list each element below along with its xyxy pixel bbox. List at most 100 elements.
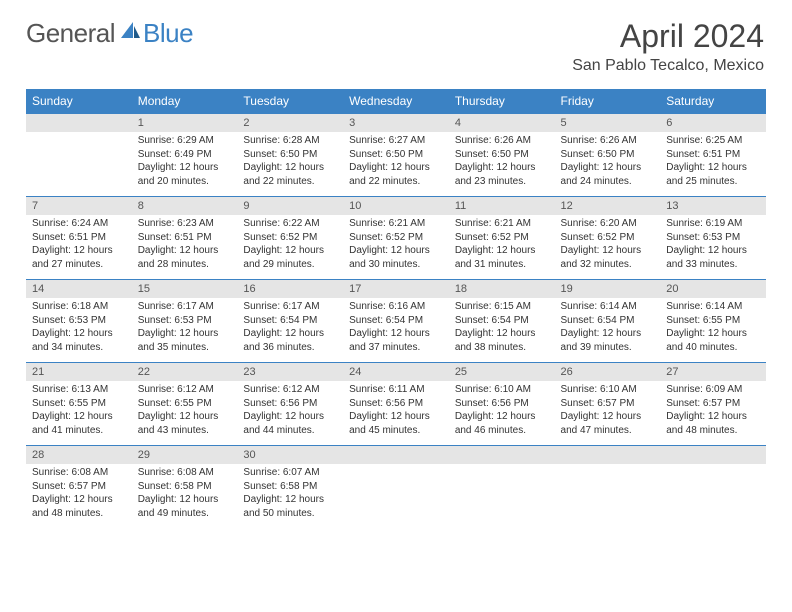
sunrise-line: Sunrise: 6:09 AM (666, 383, 760, 397)
detail-row: Sunrise: 6:18 AMSunset: 6:53 PMDaylight:… (26, 298, 766, 363)
day-cell: Sunrise: 6:17 AMSunset: 6:53 PMDaylight:… (132, 298, 238, 363)
sunrise-line: Sunrise: 6:25 AM (666, 134, 760, 148)
dayhead-wed: Wednesday (343, 89, 449, 114)
daylight-line: Daylight: 12 hours and 30 minutes. (349, 244, 443, 271)
day-cell (449, 464, 555, 528)
day-cell: Sunrise: 6:20 AMSunset: 6:52 PMDaylight:… (555, 215, 661, 280)
sunrise-line: Sunrise: 6:12 AM (138, 383, 232, 397)
sunrise-line: Sunrise: 6:21 AM (349, 217, 443, 231)
day-number: 2 (237, 114, 343, 133)
day-cell: Sunrise: 6:08 AMSunset: 6:57 PMDaylight:… (26, 464, 132, 528)
day-number: 26 (555, 363, 661, 382)
day-number: 3 (343, 114, 449, 133)
sunset-line: Sunset: 6:52 PM (455, 231, 549, 245)
day-cell: Sunrise: 6:14 AMSunset: 6:54 PMDaylight:… (555, 298, 661, 363)
day-number: 25 (449, 363, 555, 382)
sunset-line: Sunset: 6:50 PM (243, 148, 337, 162)
sunrise-line: Sunrise: 6:21 AM (455, 217, 549, 231)
day-number: 27 (660, 363, 766, 382)
day-cell: Sunrise: 6:25 AMSunset: 6:51 PMDaylight:… (660, 132, 766, 197)
sunrise-line: Sunrise: 6:24 AM (32, 217, 126, 231)
day-cell: Sunrise: 6:27 AMSunset: 6:50 PMDaylight:… (343, 132, 449, 197)
sunrise-line: Sunrise: 6:20 AM (561, 217, 655, 231)
day-number: 29 (132, 446, 238, 465)
daylight-line: Daylight: 12 hours and 20 minutes. (138, 161, 232, 188)
daylight-line: Daylight: 12 hours and 41 minutes. (32, 410, 126, 437)
logo: General Blue (26, 18, 193, 49)
sunset-line: Sunset: 6:53 PM (666, 231, 760, 245)
day-number (343, 446, 449, 465)
day-cell: Sunrise: 6:21 AMSunset: 6:52 PMDaylight:… (343, 215, 449, 280)
day-cell: Sunrise: 6:23 AMSunset: 6:51 PMDaylight:… (132, 215, 238, 280)
daylight-line: Daylight: 12 hours and 28 minutes. (138, 244, 232, 271)
day-cell: Sunrise: 6:26 AMSunset: 6:50 PMDaylight:… (449, 132, 555, 197)
day-number: 19 (555, 280, 661, 299)
day-number (26, 114, 132, 133)
daylight-line: Daylight: 12 hours and 46 minutes. (455, 410, 549, 437)
day-number: 23 (237, 363, 343, 382)
day-cell: Sunrise: 6:10 AMSunset: 6:57 PMDaylight:… (555, 381, 661, 446)
dayhead-thu: Thursday (449, 89, 555, 114)
sunrise-line: Sunrise: 6:08 AM (32, 466, 126, 480)
day-cell: Sunrise: 6:18 AMSunset: 6:53 PMDaylight:… (26, 298, 132, 363)
day-number: 7 (26, 197, 132, 216)
day-cell: Sunrise: 6:13 AMSunset: 6:55 PMDaylight:… (26, 381, 132, 446)
day-number: 20 (660, 280, 766, 299)
daynum-row: 78910111213 (26, 197, 766, 216)
sunset-line: Sunset: 6:54 PM (243, 314, 337, 328)
daylight-line: Daylight: 12 hours and 36 minutes. (243, 327, 337, 354)
day-cell: Sunrise: 6:21 AMSunset: 6:52 PMDaylight:… (449, 215, 555, 280)
day-cell: Sunrise: 6:16 AMSunset: 6:54 PMDaylight:… (343, 298, 449, 363)
logo-text-blue: Blue (143, 18, 193, 49)
day-cell (555, 464, 661, 528)
sunrise-line: Sunrise: 6:15 AM (455, 300, 549, 314)
day-number: 5 (555, 114, 661, 133)
calendar-table: Sunday Monday Tuesday Wednesday Thursday… (26, 89, 766, 528)
day-number: 9 (237, 197, 343, 216)
daylight-line: Daylight: 12 hours and 31 minutes. (455, 244, 549, 271)
sunset-line: Sunset: 6:51 PM (32, 231, 126, 245)
sunset-line: Sunset: 6:55 PM (32, 397, 126, 411)
sunrise-line: Sunrise: 6:14 AM (666, 300, 760, 314)
day-cell: Sunrise: 6:19 AMSunset: 6:53 PMDaylight:… (660, 215, 766, 280)
daylight-line: Daylight: 12 hours and 39 minutes. (561, 327, 655, 354)
daylight-line: Daylight: 12 hours and 22 minutes. (349, 161, 443, 188)
daylight-line: Daylight: 12 hours and 48 minutes. (32, 493, 126, 520)
day-cell: Sunrise: 6:08 AMSunset: 6:58 PMDaylight:… (132, 464, 238, 528)
day-number: 30 (237, 446, 343, 465)
day-number: 22 (132, 363, 238, 382)
day-number: 4 (449, 114, 555, 133)
day-cell: Sunrise: 6:11 AMSunset: 6:56 PMDaylight:… (343, 381, 449, 446)
daylight-line: Daylight: 12 hours and 38 minutes. (455, 327, 549, 354)
sunset-line: Sunset: 6:55 PM (666, 314, 760, 328)
daylight-line: Daylight: 12 hours and 23 minutes. (455, 161, 549, 188)
sunrise-line: Sunrise: 6:26 AM (455, 134, 549, 148)
sunrise-line: Sunrise: 6:10 AM (455, 383, 549, 397)
location: San Pablo Tecalco, Mexico (572, 57, 764, 75)
sunrise-line: Sunrise: 6:11 AM (349, 383, 443, 397)
sunset-line: Sunset: 6:51 PM (138, 231, 232, 245)
day-cell: Sunrise: 6:24 AMSunset: 6:51 PMDaylight:… (26, 215, 132, 280)
sunset-line: Sunset: 6:54 PM (561, 314, 655, 328)
daylight-line: Daylight: 12 hours and 33 minutes. (666, 244, 760, 271)
day-cell: Sunrise: 6:17 AMSunset: 6:54 PMDaylight:… (237, 298, 343, 363)
sunset-line: Sunset: 6:53 PM (32, 314, 126, 328)
sunset-line: Sunset: 6:50 PM (455, 148, 549, 162)
day-number: 6 (660, 114, 766, 133)
daylight-line: Daylight: 12 hours and 32 minutes. (561, 244, 655, 271)
sunrise-line: Sunrise: 6:17 AM (138, 300, 232, 314)
sunrise-line: Sunrise: 6:08 AM (138, 466, 232, 480)
sunrise-line: Sunrise: 6:17 AM (243, 300, 337, 314)
detail-row: Sunrise: 6:24 AMSunset: 6:51 PMDaylight:… (26, 215, 766, 280)
daylight-line: Daylight: 12 hours and 48 minutes. (666, 410, 760, 437)
daylight-line: Daylight: 12 hours and 50 minutes. (243, 493, 337, 520)
sunrise-line: Sunrise: 6:22 AM (243, 217, 337, 231)
sunset-line: Sunset: 6:54 PM (349, 314, 443, 328)
dayhead-sat: Saturday (660, 89, 766, 114)
day-cell: Sunrise: 6:28 AMSunset: 6:50 PMDaylight:… (237, 132, 343, 197)
daylight-line: Daylight: 12 hours and 25 minutes. (666, 161, 760, 188)
sunset-line: Sunset: 6:52 PM (349, 231, 443, 245)
sunset-line: Sunset: 6:56 PM (349, 397, 443, 411)
day-number (660, 446, 766, 465)
sunrise-line: Sunrise: 6:28 AM (243, 134, 337, 148)
